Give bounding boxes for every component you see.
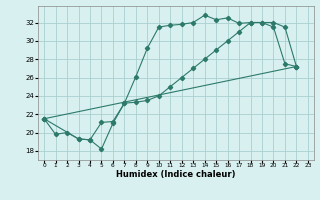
- X-axis label: Humidex (Indice chaleur): Humidex (Indice chaleur): [116, 170, 236, 179]
